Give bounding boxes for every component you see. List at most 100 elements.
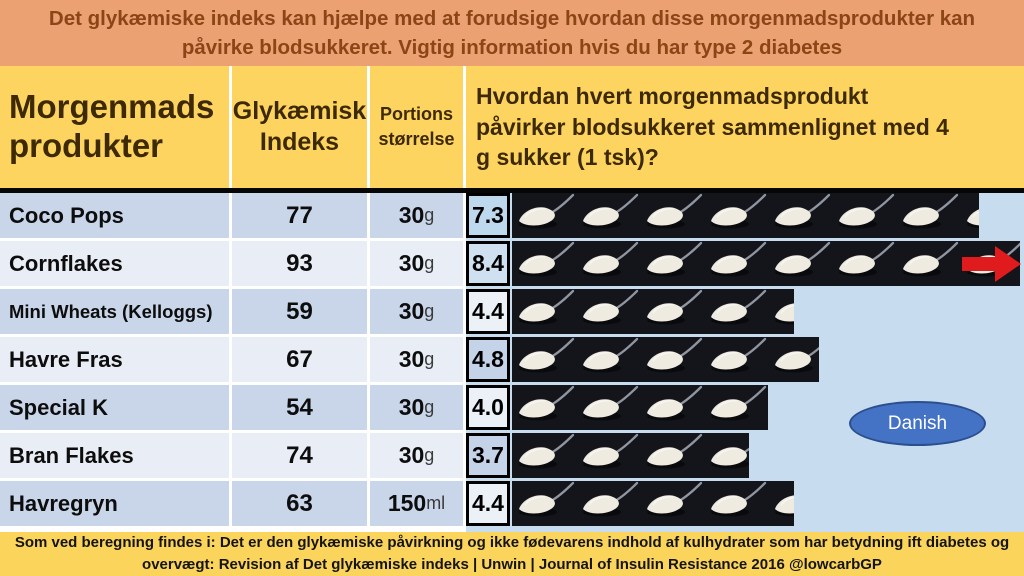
sugar-spoon-icon bbox=[896, 241, 960, 286]
sugar-spoon-icon bbox=[640, 193, 704, 238]
sugar-spoon-icon bbox=[512, 241, 576, 286]
column-header-portion-size: Portions størrelse bbox=[370, 66, 463, 188]
portion-size-cell: 30 g bbox=[370, 337, 463, 382]
column-header-product-label: Morgenmads produkter bbox=[9, 88, 215, 164]
sugar-spoons-area: 4.0 bbox=[466, 385, 1024, 430]
sugar-spoon-icon bbox=[640, 337, 704, 382]
sugar-spoons-area: 4.4 bbox=[466, 481, 1024, 526]
sugar-spoon-icon bbox=[640, 481, 704, 526]
portion-unit: g bbox=[424, 253, 435, 273]
product-name: Coco Pops bbox=[9, 202, 124, 228]
sugar-spoons-area: 4.8 bbox=[466, 337, 1024, 382]
product-name-cell: Mini Wheats (Kelloggs) bbox=[0, 289, 229, 334]
product-name: Special K bbox=[9, 394, 109, 420]
sugar-spoon-icon bbox=[512, 481, 576, 526]
sugar-spoon-icon bbox=[640, 241, 704, 286]
sugar-spoon-icon bbox=[704, 385, 768, 430]
portion-size-cell: 30 g bbox=[370, 289, 463, 334]
portion-quantity: 150 bbox=[387, 490, 427, 516]
product-name: Cornflakes bbox=[9, 250, 123, 276]
product-name: Havre Fras bbox=[9, 346, 123, 372]
portion-unit: g bbox=[424, 349, 435, 369]
sugar-spoon-icon bbox=[640, 433, 704, 478]
portion-unit: g bbox=[424, 397, 435, 417]
teaspoons-value-box: 7.3 bbox=[466, 193, 510, 238]
table-row: Havre Fras 67 30 g 4.8 bbox=[0, 337, 1024, 382]
sugar-spoon-icon bbox=[576, 337, 640, 382]
product-name-cell: Havregryn bbox=[0, 481, 229, 526]
sugar-spoon-icon bbox=[896, 193, 960, 238]
teaspoons-value-box: 3.7 bbox=[466, 433, 510, 478]
product-name-cell: Cornflakes bbox=[0, 241, 229, 286]
sugar-spoon-icon bbox=[640, 289, 704, 334]
table-header-row: Morgenmads produkter Glykæmisk Indeks Po… bbox=[0, 66, 1024, 188]
sugar-spoon-icon bbox=[704, 289, 768, 334]
table-row: Havregryn 63 150 ml 4.4 bbox=[0, 481, 1024, 526]
sugar-spoon-icon bbox=[576, 433, 640, 478]
portion-quantity: 30 bbox=[398, 442, 425, 468]
sugar-spoon-icon bbox=[704, 241, 768, 286]
sugar-spoons-area: 8.4 bbox=[466, 241, 1024, 286]
glycemic-index-cell: 74 bbox=[232, 433, 367, 478]
glycemic-index-cell: 59 bbox=[232, 289, 367, 334]
product-name-cell: Bran Flakes bbox=[0, 433, 229, 478]
product-name-cell: Coco Pops bbox=[0, 193, 229, 238]
sugar-spoon-icon bbox=[704, 337, 768, 382]
sugar-spoon-icon bbox=[576, 481, 640, 526]
sugar-spoons-area: 7.3 bbox=[466, 193, 1024, 238]
sugar-spoon-icon bbox=[704, 193, 768, 238]
table-row: Bran Flakes 74 30 g 3.7 bbox=[0, 433, 1024, 478]
sugar-spoon-icon bbox=[512, 289, 576, 334]
table-top-rule bbox=[0, 188, 1024, 193]
sugar-spoon-icon bbox=[832, 241, 896, 286]
sugar-spoons-strip bbox=[512, 481, 794, 526]
sugar-spoon-icon bbox=[768, 289, 794, 334]
sugar-spoon-icon bbox=[512, 193, 576, 238]
portion-quantity: 30 bbox=[398, 202, 425, 228]
portion-size-cell: 30 g bbox=[370, 433, 463, 478]
column-header-gi-label: Glykæmisk Indeks bbox=[232, 96, 367, 156]
product-name: Havregryn bbox=[9, 490, 118, 516]
column-header-question-label: Hvordan hvert morgenmadsprodukt påvirker… bbox=[476, 83, 949, 171]
portion-unit: g bbox=[424, 445, 435, 465]
portion-unit: g bbox=[424, 205, 435, 225]
column-header-glycemic-index: Glykæmisk Indeks bbox=[232, 66, 367, 188]
sugar-spoons-area: 4.4 bbox=[466, 289, 1024, 334]
table-row: Special K 54 30 g 4.0 bbox=[0, 385, 1024, 430]
sugar-spoon-icon bbox=[640, 385, 704, 430]
table-row: Cornflakes 93 30 g 8.4 bbox=[0, 241, 1024, 286]
sugar-spoons-strip bbox=[512, 433, 749, 478]
portion-quantity: 30 bbox=[398, 346, 425, 372]
overflow-arrow-icon bbox=[962, 245, 1022, 283]
danish-badge-label: Danish bbox=[887, 412, 948, 434]
sugar-spoons-area: 3.7 bbox=[466, 433, 1024, 478]
sugar-spoon-icon bbox=[832, 193, 896, 238]
source-footer: Som ved beregning findes i: Det er den g… bbox=[0, 532, 1024, 576]
sugar-spoons-strip bbox=[512, 385, 768, 430]
sugar-spoon-icon bbox=[512, 337, 576, 382]
portion-quantity: 30 bbox=[398, 250, 425, 276]
teaspoons-value-box: 4.4 bbox=[466, 481, 510, 526]
glycemic-index-cell: 63 bbox=[232, 481, 367, 526]
glycemic-index-cell: 67 bbox=[232, 337, 367, 382]
sugar-spoons-strip bbox=[512, 241, 1020, 286]
column-header-product: Morgenmads produkter bbox=[0, 66, 229, 188]
portion-size-cell: 150 ml bbox=[370, 481, 463, 526]
teaspoons-value-box: 4.8 bbox=[466, 337, 510, 382]
teaspoons-value-box: 8.4 bbox=[466, 241, 510, 286]
sugar-spoon-icon bbox=[576, 289, 640, 334]
sugar-spoon-icon bbox=[768, 481, 794, 526]
column-header-comparison-question: Hvordan hvert morgenmadsprodukt påvirker… bbox=[466, 66, 1024, 188]
table-row: Mini Wheats (Kelloggs) 59 30 g 4.4 bbox=[0, 289, 1024, 334]
product-name: Bran Flakes bbox=[9, 442, 134, 468]
sugar-spoon-icon bbox=[576, 241, 640, 286]
sugar-spoons-strip bbox=[512, 193, 979, 238]
glycemic-index-cell: 54 bbox=[232, 385, 367, 430]
product-name: Mini Wheats (Kelloggs) bbox=[9, 300, 213, 322]
sugar-spoon-icon bbox=[768, 337, 819, 382]
sugar-spoons-strip bbox=[512, 337, 819, 382]
column-header-portion-label: Portions størrelse bbox=[378, 103, 455, 149]
portion-size-cell: 30 g bbox=[370, 241, 463, 286]
portion-size-cell: 30 g bbox=[370, 385, 463, 430]
